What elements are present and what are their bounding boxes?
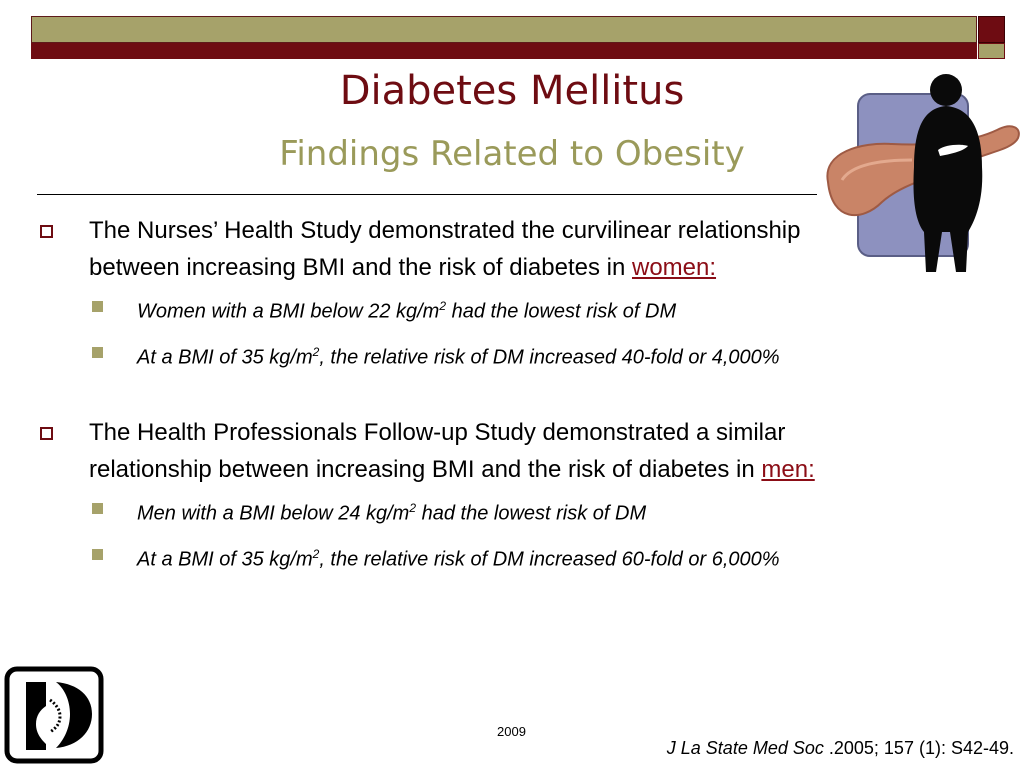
sub-bullet-men-bmi35: At a BMI of 35 kg/m2, the relative risk … (37, 534, 877, 580)
sub-bullet-text: At a BMI of 35 kg/m (137, 346, 313, 369)
superscript: 2 (439, 299, 447, 313)
bullet-text: The Nurses’ Health Study demonstrated th… (89, 217, 801, 281)
sub-bullet-text: , the relative risk of DM increased 60-f… (319, 548, 780, 571)
sub-bullet-text: Women with a BMI below 22 kg/m (137, 300, 440, 323)
sub-bullet-text: had the lowest risk of DM (446, 300, 677, 323)
men-link[interactable]: men: (761, 456, 815, 484)
superscript: 2 (312, 344, 320, 359)
bullet-item-nurses-study: The Nurses’ Health Study demonstrated th… (37, 212, 877, 286)
hollow-square-bullet-icon (40, 225, 53, 238)
slide-body: The Nurses’ Health Study demonstrated th… (37, 212, 877, 580)
sub-bullet-women-bmi35: At a BMI of 35 kg/m2, the relative risk … (37, 332, 877, 378)
hollow-square-bullet-icon (40, 427, 53, 441)
superscript: 2 (409, 501, 417, 516)
women-link[interactable]: women: (631, 254, 717, 281)
obese-silhouette-pancreas-icon (826, 74, 1020, 272)
header-corner-red-square (978, 16, 1005, 43)
header-corner-olive-square (978, 43, 1005, 59)
header-olive-bar (31, 16, 977, 43)
sub-bullet-text: Men with a BMI below 24 kg/m (137, 502, 410, 525)
footer-year: 2009 (497, 724, 526, 739)
citation-details: .2005; 157 (1): S42-49. (823, 738, 1014, 758)
citation-journal: J La State Med Soc (666, 738, 824, 758)
filled-square-bullet-icon (92, 548, 103, 560)
sub-bullet-text: had the lowest risk of DM (416, 502, 647, 525)
header-red-band (31, 43, 977, 59)
citation: J La State Med Soc .2005; 157 (1): S42-4… (667, 738, 1014, 759)
sub-bullet-text: At a BMI of 35 kg/m (137, 548, 313, 571)
filled-square-bullet-icon (92, 301, 103, 312)
superscript: 2 (312, 546, 320, 561)
bullet-text: The Health Professionals Follow-up Study… (89, 419, 786, 484)
slide-title: Diabetes Mellitus (339, 68, 685, 114)
sub-bullet-men-lowest-risk: Men with a BMI below 24 kg/m2 had the lo… (37, 488, 877, 534)
slide-subtitle: Findings Related to Obesity (279, 134, 745, 174)
organization-logo-icon (4, 666, 104, 764)
title-divider (37, 194, 817, 195)
spacer (37, 377, 877, 414)
filled-square-bullet-icon (92, 346, 103, 358)
bullet-item-professionals-study: The Health Professionals Follow-up Study… (37, 414, 877, 488)
filled-square-bullet-icon (92, 503, 103, 515)
sub-bullet-women-lowest-risk: Women with a BMI below 22 kg/m2 had the … (37, 286, 877, 332)
sub-bullet-text: , the relative risk of DM increased 40-f… (319, 346, 780, 369)
